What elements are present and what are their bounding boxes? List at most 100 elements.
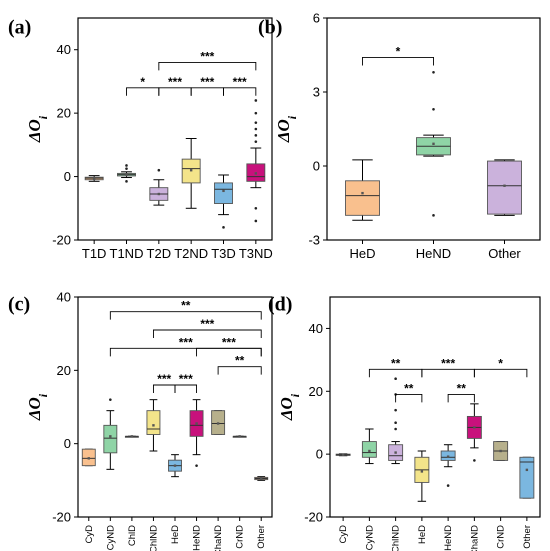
bracket-line [190, 87, 224, 96]
mean-marker [195, 422, 198, 425]
box-CrND [493, 441, 509, 461]
box-body [345, 180, 380, 216]
y-tick-label: 0 [64, 169, 71, 184]
y-axis-label-subscript: i [36, 115, 50, 119]
bracket-line [223, 87, 257, 96]
panel-label: (c) [8, 294, 30, 316]
y-tick-label: 20 [57, 363, 71, 378]
bracket-line [395, 393, 423, 403]
significance-bracket: *** [152, 317, 262, 338]
box-HeND [416, 70, 451, 217]
mean-marker [222, 189, 225, 193]
x-tick-label: HeD [170, 525, 181, 544]
box-body [103, 424, 118, 454]
x-tick-label: CyD [338, 525, 349, 544]
mean-marker [525, 468, 529, 472]
bracket-line [158, 87, 192, 96]
box-T3ND [246, 99, 266, 223]
y-tick-label: 20 [57, 106, 71, 121]
box-body [361, 441, 377, 458]
box-Other [254, 476, 269, 481]
y-axis-label: ΔOi [25, 115, 50, 143]
significance-label: ** [404, 381, 414, 395]
panel-label: (a) [8, 17, 31, 39]
y-tick-label: 0 [64, 436, 71, 451]
outlier-point [157, 168, 161, 172]
y-axis-label: ΔOi [25, 393, 50, 421]
plot-frame [329, 296, 541, 518]
mean-marker [125, 173, 128, 176]
significance-label: *** [157, 372, 171, 386]
box-ChlD [124, 435, 139, 438]
significance-bracket: *** [152, 372, 176, 393]
x-tick-label: T2D [147, 246, 172, 261]
x-tick-label: CrND [235, 525, 246, 549]
outlier-point [432, 107, 435, 111]
box-T2D [149, 168, 169, 206]
panel-b: (b) -3 0 3 6 ΔOi HeD HeND Other * [258, 11, 541, 261]
mean-marker [446, 455, 450, 458]
box-CrND [232, 435, 247, 438]
bracket-line [158, 61, 257, 71]
x-tick-label: ChaND [469, 525, 480, 551]
box-Other [487, 159, 522, 216]
x-tick-label: T1D [82, 246, 107, 261]
significance-bracket: ** [447, 381, 475, 403]
significance-label: ** [235, 354, 245, 368]
bracket-line [421, 368, 475, 378]
y-tick-label: 40 [57, 290, 71, 305]
x-tick-label: T2ND [174, 246, 208, 261]
x-tick-label: ChlND [391, 525, 402, 551]
significance-label: *** [168, 75, 182, 89]
panel-label: (b) [258, 17, 282, 39]
significance-bracket: *** [223, 75, 257, 96]
bracket-line [152, 384, 176, 393]
bracket-line [109, 347, 262, 357]
box-HeND [440, 444, 456, 487]
bracket-line [152, 329, 262, 338]
significance-bracket: *** [109, 335, 262, 357]
y-axis-label-subscript: i [285, 115, 299, 119]
x-tick-label: HeND [192, 525, 203, 551]
bracket-line [473, 368, 528, 378]
outlier-point [432, 214, 435, 217]
mean-marker [87, 457, 90, 460]
bracket-line [362, 57, 434, 66]
y-tick-label: -20 [52, 510, 71, 525]
box-T3D [214, 174, 233, 229]
mean-marker [260, 477, 263, 480]
outlier-point [394, 421, 397, 425]
mean-marker [92, 177, 96, 180]
box-CyD [335, 453, 351, 457]
x-tick-label: T3ND [239, 246, 273, 261]
outlier-point [254, 121, 258, 124]
panel-c: (c) -20 0 20 40 ΔOi CyD CyND ChlD ChlND HeD HeND Cha… [8, 290, 273, 551]
outlier-point [195, 464, 198, 467]
bracket-line [126, 87, 160, 96]
y-tick-label: 40 [57, 42, 71, 57]
x-tick-label: ChlD [127, 525, 138, 546]
significance-label: ** [181, 299, 191, 313]
y-tick-label: -20 [52, 233, 71, 248]
x-tick-label: HeND [443, 525, 454, 551]
outlier-point [394, 408, 397, 412]
significance-bracket: *** [196, 335, 262, 357]
mean-marker [189, 169, 193, 172]
y-tick-label: 20 [309, 384, 323, 399]
x-tick-label: HeND [416, 246, 451, 261]
significance-bracket: *** [158, 75, 192, 96]
outlier-point [109, 398, 112, 401]
panel-label: (d) [268, 294, 292, 316]
mean-marker [432, 142, 435, 145]
box-CyD [81, 448, 96, 467]
outlier-point [222, 226, 225, 229]
significance-label: *** [233, 75, 247, 89]
outlier-point [254, 206, 258, 210]
x-tick-label: CrND [496, 525, 507, 549]
outlier-point [254, 111, 258, 115]
y-tick-label: 0 [316, 447, 323, 462]
outlier-point [254, 140, 258, 143]
y-tick-label: 6 [313, 11, 320, 26]
significance-label: *** [441, 356, 455, 370]
box-ChaND [466, 403, 482, 462]
